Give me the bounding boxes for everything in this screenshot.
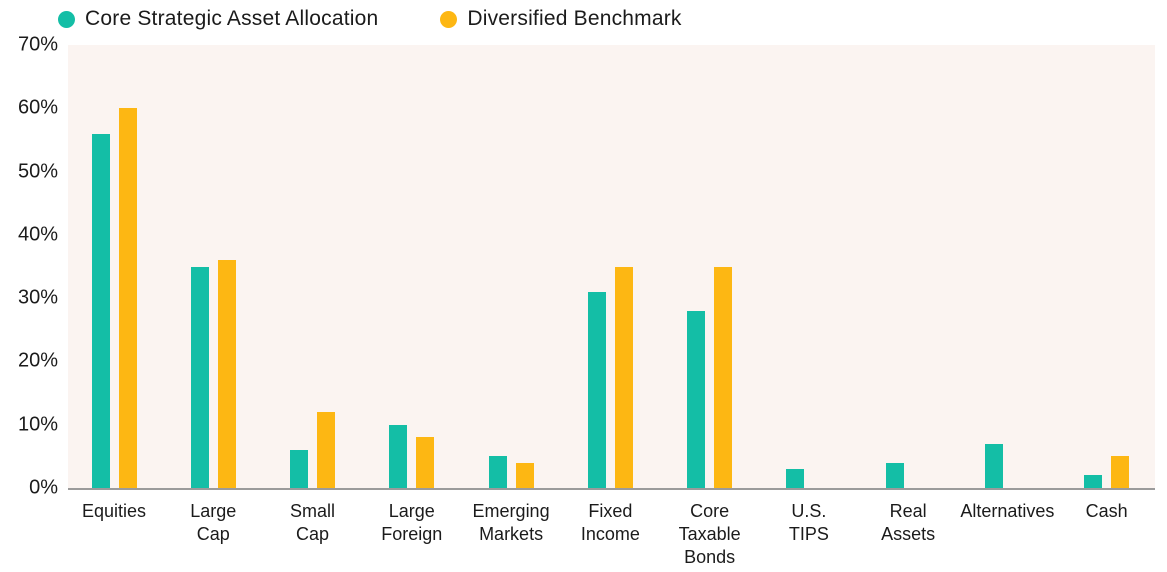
- bar-core: [488, 456, 507, 488]
- y-tick-label: 30%: [17, 286, 58, 309]
- legend-item-benchmark: Diversified Benchmark: [440, 7, 681, 31]
- y-tick-label: 20%: [17, 349, 58, 372]
- bar-core: [885, 462, 904, 488]
- x-category-label: Alternatives: [960, 501, 1055, 521]
- y-tick-label: 10%: [17, 413, 58, 436]
- x-category-label: Cash: [1085, 501, 1128, 521]
- chart-legend: Core Strategic Asset Allocation Diversif…: [58, 5, 682, 33]
- bar-benchmark: [317, 412, 336, 488]
- y-tick-label: 60%: [17, 96, 58, 119]
- legend-label-benchmark: Diversified Benchmark: [467, 7, 682, 30]
- bar-core: [190, 266, 209, 488]
- bar-core: [91, 133, 110, 488]
- bar-benchmark: [515, 462, 534, 488]
- bar-benchmark: [714, 266, 733, 488]
- plot-area: [68, 45, 1155, 490]
- bar-benchmark: [118, 108, 137, 488]
- y-axis: 70% 60% 50% 40% 30% 20% 10% 0%: [0, 34, 58, 499]
- x-axis: Equities Large Cap Small Cap Large Foreign E…: [68, 500, 1155, 570]
- bar-core: [587, 291, 606, 488]
- x-category-label: Large Foreign: [381, 501, 443, 544]
- y-tick-label: 70%: [17, 33, 58, 56]
- bar-core: [984, 443, 1003, 488]
- bar-benchmark: [1111, 456, 1130, 488]
- x-category-label: Real Assets: [881, 501, 936, 544]
- x-category-label: Large Cap: [190, 501, 237, 544]
- x-category-label: Core Taxable Bonds: [678, 501, 741, 567]
- bar-core: [786, 469, 805, 488]
- x-category-label: Emerging Markets: [472, 501, 550, 544]
- x-category-label: Small Cap: [290, 501, 336, 544]
- y-tick-label: 50%: [17, 160, 58, 183]
- bar-core: [687, 310, 706, 488]
- bar-benchmark: [416, 437, 435, 488]
- bar-benchmark: [614, 266, 633, 488]
- bar-benchmark: [217, 260, 236, 488]
- legend-dot-core-icon: [58, 10, 75, 28]
- y-tick-label: 0%: [29, 476, 58, 499]
- legend-label-core: Core Strategic Asset Allocation: [85, 7, 379, 30]
- bar-core: [1084, 475, 1103, 488]
- bar-core: [389, 424, 408, 488]
- x-category-label: Equities: [81, 501, 147, 521]
- legend-item-core: Core Strategic Asset Allocation: [58, 7, 378, 31]
- bar-core: [290, 450, 309, 488]
- x-category-label: U.S. TIPS: [788, 501, 829, 544]
- legend-dot-benchmark-icon: [440, 10, 458, 28]
- x-category-label: Fixed Income: [580, 501, 640, 544]
- y-tick-label: 40%: [17, 223, 58, 246]
